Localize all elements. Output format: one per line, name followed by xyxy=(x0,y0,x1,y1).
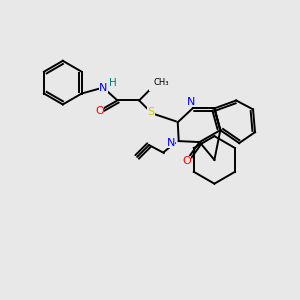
Text: N: N xyxy=(167,138,175,148)
Text: N: N xyxy=(186,98,195,107)
Text: CH₃: CH₃ xyxy=(153,78,169,87)
Text: S: S xyxy=(148,107,154,117)
Text: N: N xyxy=(99,82,108,93)
Text: O: O xyxy=(95,106,104,116)
Text: H: H xyxy=(109,78,116,88)
Text: O: O xyxy=(182,156,191,166)
